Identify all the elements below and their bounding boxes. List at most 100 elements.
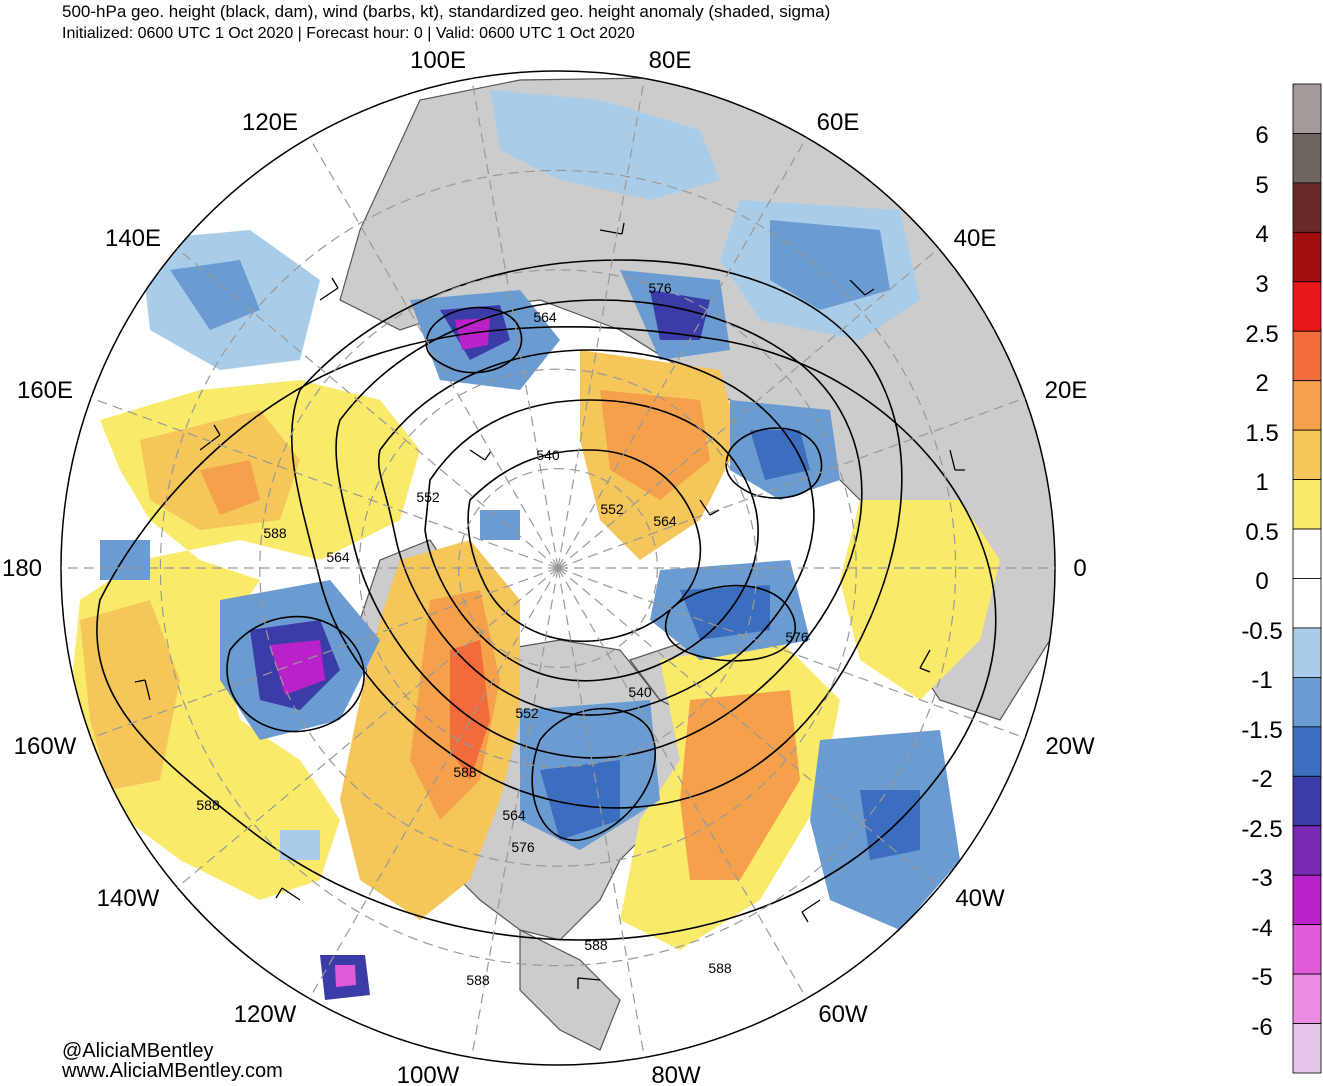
meridian-line xyxy=(176,248,559,569)
colorbar-swatch xyxy=(1292,874,1322,926)
central-america-land xyxy=(519,929,621,1051)
colorbar-boxes xyxy=(1292,83,1322,1074)
meridian-line xyxy=(90,397,559,569)
longitude-labels: 100E 80E 120E 60E 140E 40E 160E 20E 180 … xyxy=(2,47,1095,1086)
colorbar-swatch xyxy=(1292,231,1322,283)
meridian-line xyxy=(308,137,559,569)
contour-subtropical xyxy=(96,326,997,941)
contour-label: 576 xyxy=(511,839,535,855)
dateline-cold-spot xyxy=(100,540,150,580)
contour-labels: 576 564 540 552 552 564 588 564 576 540 … xyxy=(196,280,809,988)
credit-website: www.AliciaMBentley.com xyxy=(62,1060,283,1082)
lon-label-20w: 20W xyxy=(1045,733,1095,760)
colorbar-label: -5 xyxy=(1251,964,1272,991)
colorbar-swatch xyxy=(1292,429,1322,480)
colorbar-swatch xyxy=(1292,775,1322,827)
siberia-cold-anomaly xyxy=(490,90,720,200)
polar-cold-spot xyxy=(480,510,520,540)
contour-label: 564 xyxy=(326,549,350,565)
contour-label: 576 xyxy=(785,629,809,645)
meridian-line xyxy=(557,248,940,569)
ural-low-core xyxy=(650,290,710,340)
meridian-line xyxy=(471,567,559,1058)
colorbar-swatch xyxy=(1292,182,1322,233)
colorbar-swatch xyxy=(1292,380,1322,431)
colorbar-label: 3 xyxy=(1255,271,1268,298)
map-disk xyxy=(61,71,1055,1065)
contour-label: 588 xyxy=(584,937,608,953)
colorbar-label: 6 xyxy=(1255,122,1268,149)
meridian-line xyxy=(557,567,1026,739)
north-atlantic-low-core xyxy=(680,585,770,640)
negative-anomaly-shading xyxy=(100,90,960,1000)
lon-label-160e: 160E xyxy=(17,377,73,404)
contour-atlantic-low xyxy=(664,584,797,662)
lon-label-60w: 60W xyxy=(818,1001,868,1028)
lon-label-80e: 80E xyxy=(649,47,692,74)
meridian-line xyxy=(557,137,808,569)
barb-10 xyxy=(134,679,151,701)
contour-label: 588 xyxy=(453,764,477,780)
barb-3 xyxy=(599,222,625,235)
chart-title: 500-hPa geo. height (black, dam), wind (… xyxy=(62,2,831,21)
colorbar-label: -6 xyxy=(1251,1014,1272,1041)
colorbar-swatch xyxy=(1292,330,1322,382)
meridian-line xyxy=(557,567,940,888)
barb-11 xyxy=(469,449,492,461)
contour-ring-c xyxy=(377,349,815,716)
lon-label-160w: 160W xyxy=(14,733,77,760)
contour-label: 564 xyxy=(533,309,557,325)
colorbar-swatch xyxy=(1292,578,1322,629)
colorbar-swatch xyxy=(1292,677,1322,728)
colorbar-label: 4 xyxy=(1255,221,1268,248)
colorbar-swatch xyxy=(1292,479,1322,530)
colorbar-swatch xyxy=(1292,825,1322,876)
wind-barbs xyxy=(134,222,965,989)
contour-asia-low xyxy=(425,306,523,374)
lon-label-20e: 20E xyxy=(1045,377,1088,404)
colorbar-label: -4 xyxy=(1251,915,1272,942)
colorbar-label: -1 xyxy=(1251,667,1272,694)
colorbar-swatch xyxy=(1292,1023,1322,1074)
colorbar-swatch xyxy=(1292,973,1322,1024)
kamchatka-cold-core xyxy=(170,260,260,330)
barb-8 xyxy=(577,977,601,989)
contour-label: 588 xyxy=(196,797,220,813)
barb-7 xyxy=(801,899,821,923)
lon-label-40e: 40E xyxy=(954,225,997,252)
latitude-circle xyxy=(259,269,857,867)
latitude-circle xyxy=(458,468,659,669)
contour-europe-low xyxy=(725,427,823,499)
east-us-low-core xyxy=(540,760,620,840)
contour-label: 552 xyxy=(600,501,624,517)
colorbar-label: 0.5 xyxy=(1245,519,1278,546)
barb-2 xyxy=(319,277,339,301)
contour-label: 540 xyxy=(536,447,560,463)
colorbar-label: 5 xyxy=(1255,172,1268,199)
credit-handle: @AliciaMBentley xyxy=(62,1040,214,1062)
colorbar-swatch xyxy=(1292,627,1322,678)
scandinavia-cold-core xyxy=(770,220,890,310)
meridian-line xyxy=(557,78,645,569)
lon-label-100e: 100E xyxy=(410,47,466,74)
colorbar-label: -2 xyxy=(1251,766,1272,793)
colorbar-swatch xyxy=(1292,281,1322,332)
colorbar: 6 5 4 3 2.5 2 1.5 1 0.5 0 -0.5 -1 -1.5 -… xyxy=(1241,83,1322,1074)
meridian-line xyxy=(90,567,559,739)
colorbar-swatch xyxy=(1292,133,1322,184)
contour-label: 564 xyxy=(653,513,677,529)
atlantic-orange-core xyxy=(680,690,800,880)
contour-east-us-low xyxy=(531,707,656,841)
meridian-line xyxy=(308,567,559,999)
pacific-orange-inner xyxy=(200,460,260,515)
contour-ring-a xyxy=(290,259,903,809)
west-pacific-warm xyxy=(80,600,180,790)
lon-label-120e: 120E xyxy=(242,109,298,136)
colorbar-label: 1 xyxy=(1255,469,1268,496)
contour-label: 540 xyxy=(628,684,652,700)
barb-4 xyxy=(849,279,875,296)
mid-atlantic-cold-core xyxy=(860,790,920,860)
gulf-alaska-cold-spot xyxy=(280,830,320,860)
graticule xyxy=(61,78,1055,1058)
